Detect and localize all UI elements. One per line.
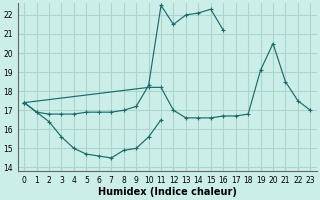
X-axis label: Humidex (Indice chaleur): Humidex (Indice chaleur) [98,187,237,197]
